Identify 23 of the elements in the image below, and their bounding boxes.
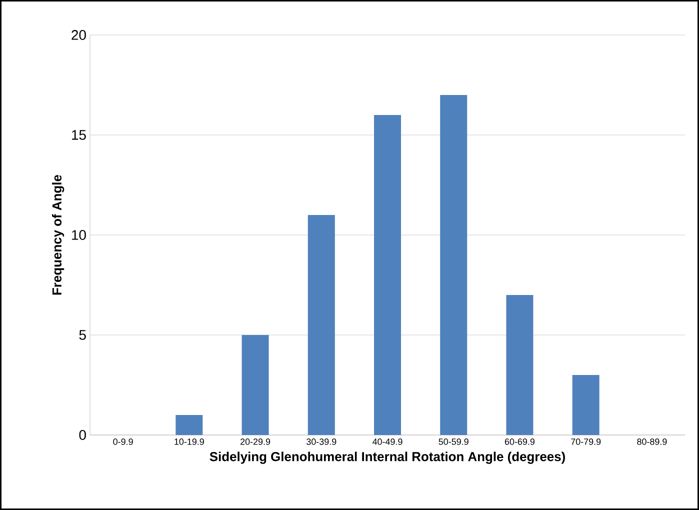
bar: [572, 375, 600, 435]
x-tick-label: 80-89.9: [637, 438, 667, 445]
y-tick-label: 15: [72, 130, 86, 140]
x-tick-label: 0-9.9: [113, 438, 133, 445]
x-tick-label: 50-59.9: [438, 438, 468, 445]
x-tick-label: 30-39.9: [306, 438, 336, 445]
bar: [506, 295, 534, 435]
x-tick-label: 60-69.9: [504, 438, 535, 445]
x-tick-label: 40-49.9: [372, 438, 402, 445]
bar: [242, 335, 269, 435]
bar: [308, 215, 335, 435]
y-axis-title: Frequency of Angle: [52, 174, 64, 295]
bar: [176, 415, 203, 435]
x-axis-title: Sidelying Glenohumeral Internal Rotation Angle (degrees): [210, 452, 565, 464]
y-tick-label: 5: [79, 330, 86, 340]
y-tick-label: 20: [72, 30, 86, 40]
y-tick-label: 10: [72, 230, 86, 240]
x-tick-label: 70-79.9: [571, 438, 601, 445]
y-tick-label: 0: [79, 430, 86, 440]
x-tick-label: 10-19.9: [174, 438, 204, 445]
bar: [440, 94, 468, 435]
bar: [374, 114, 402, 435]
x-tick-label: 20-29.9: [240, 438, 270, 445]
